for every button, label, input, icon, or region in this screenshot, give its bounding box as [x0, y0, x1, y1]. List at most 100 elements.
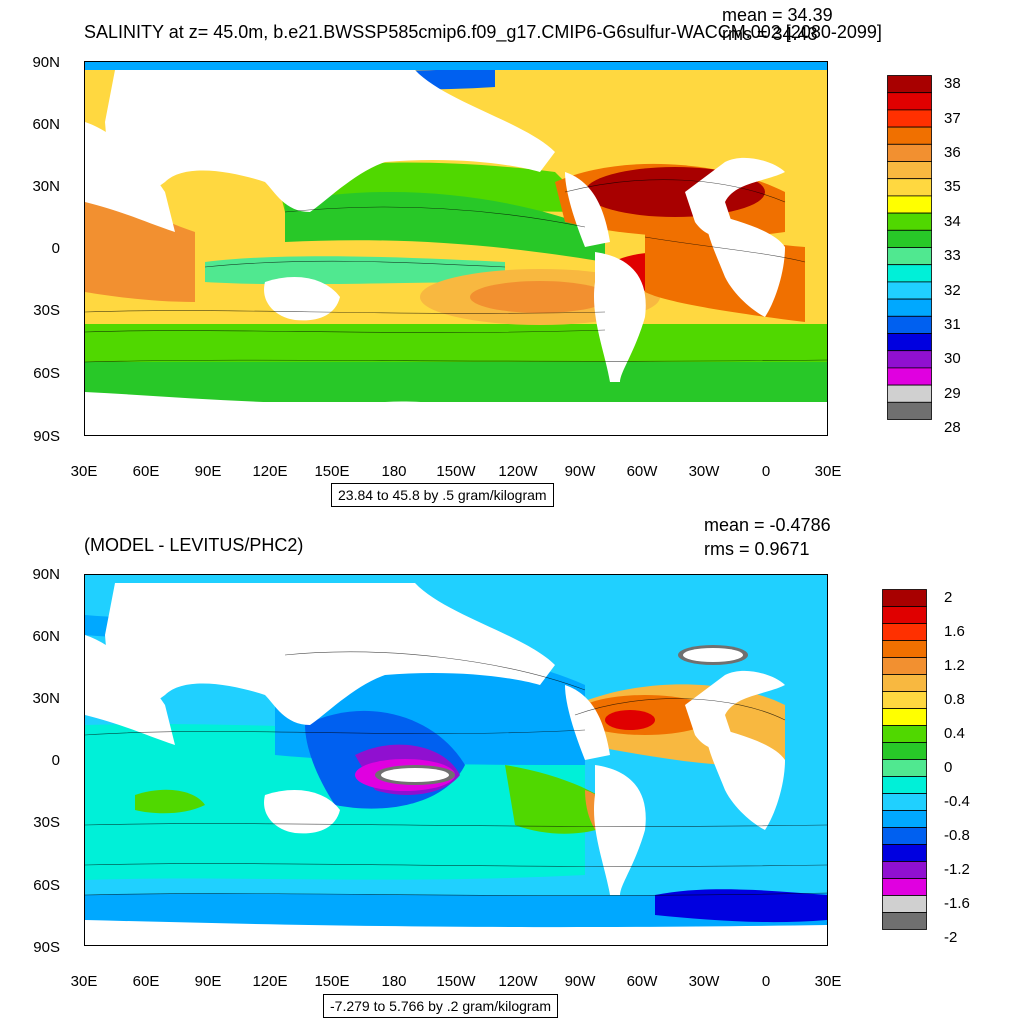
bottom-lat-label: 30N: [32, 690, 60, 707]
top-lon-label: 90E: [194, 463, 222, 480]
colorbar-label: 38: [944, 75, 961, 93]
top-lon-label: 30E: [70, 463, 98, 480]
bottom-lon-label: 30W: [688, 973, 720, 990]
colorbar-swatch: [882, 640, 927, 658]
colorbar-swatch: [887, 401, 932, 420]
colorbar-swatch: [887, 247, 932, 266]
top-salinity-map: [84, 61, 828, 436]
colorbar-swatch: [887, 212, 932, 231]
colorbar-swatch: [882, 793, 927, 811]
top-lon-label: 180: [381, 463, 407, 480]
colorbar-label: 1.6: [944, 623, 965, 640]
colorbar-swatch: [882, 691, 927, 709]
bottom-lat-label: 60N: [32, 628, 60, 645]
top-lon-label: 120W: [498, 463, 538, 480]
top-lon-label: 150W: [436, 463, 476, 480]
colorbar-swatch: [882, 844, 927, 862]
bottom-lon-label: 90W: [564, 973, 596, 990]
bottom-lat-label: 90S: [33, 939, 60, 956]
bottom-mean-stat: mean = -0.4786: [704, 515, 831, 535]
colorbar-swatch: [882, 725, 927, 743]
top-range-note: 23.84 to 45.8 by .5 gram/kilogram: [331, 483, 554, 507]
colorbar-label: 0.8: [944, 691, 965, 708]
top-lon-label: 30W: [688, 463, 720, 480]
colorbar-swatch: [887, 109, 932, 128]
bottom-map-canvas: [85, 575, 827, 945]
bottom-anomaly-map: [84, 574, 828, 946]
colorbar-swatch: [887, 75, 932, 94]
bottom-lat-label: 90N: [32, 566, 60, 583]
colorbar-label: 33: [944, 247, 961, 265]
colorbar-swatch: [882, 861, 927, 879]
colorbar-swatch: [887, 126, 932, 145]
colorbar-swatch: [882, 827, 927, 845]
colorbar-swatch: [887, 92, 932, 111]
colorbar-swatch: [882, 674, 927, 692]
bottom-lon-label: 150E: [314, 973, 350, 990]
colorbar-swatch: [887, 367, 932, 386]
bottom-lon-label: 60W: [626, 973, 658, 990]
colorbar-label: -1.6: [944, 895, 970, 912]
colorbar-swatch: [882, 589, 927, 607]
bottom-lon-label: 30E: [70, 973, 98, 990]
colorbar-label: 32: [944, 281, 961, 299]
bottom-lon-label: 120E: [252, 973, 288, 990]
colorbar-swatch: [882, 810, 927, 828]
top-mean-stat: mean = 34.39: [722, 5, 833, 25]
top-rms-stat: rms = 34.43: [722, 24, 818, 44]
top-lat-label: 30S: [33, 302, 60, 319]
colorbar-label: -0.8: [944, 827, 970, 844]
bottom-lon-label: 60E: [132, 973, 160, 990]
colorbar-label: 37: [944, 109, 961, 127]
bottom-lon-label: 30E: [814, 973, 842, 990]
colorbar-swatch: [887, 281, 932, 300]
colorbar-label: 1.2: [944, 657, 965, 674]
top-lon-label: 150E: [314, 463, 350, 480]
colorbar-swatch: [887, 333, 932, 352]
bottom-panel-title: (MODEL - LEVITUS/PHC2): [84, 535, 304, 555]
colorbar-swatch: [887, 315, 932, 334]
colorbar-label: 0: [944, 759, 953, 776]
colorbar-label: 30: [944, 350, 961, 368]
colorbar-swatch: [887, 384, 932, 403]
top-lat-label: 60N: [32, 116, 60, 133]
top-lon-label: 30E: [814, 463, 842, 480]
colorbar-swatch: [887, 298, 932, 317]
colorbar-swatch: [882, 878, 927, 896]
colorbar-swatch: [887, 229, 932, 248]
colorbar-swatch: [882, 895, 927, 913]
bottom-lon-label: 180: [381, 973, 407, 990]
top-lon-label: 60E: [132, 463, 160, 480]
colorbar-label: 28: [944, 419, 961, 437]
top-lat-label: 30N: [32, 178, 60, 195]
colorbar-swatch: [882, 759, 927, 777]
colorbar-swatch: [882, 606, 927, 624]
bottom-lon-label: 150W: [436, 973, 476, 990]
bottom-lat-label: 30S: [33, 814, 60, 831]
top-lat-label: 90S: [33, 428, 60, 445]
colorbar-swatch: [882, 742, 927, 760]
bottom-lat-label: 0: [51, 752, 60, 769]
colorbar-label: -1.2: [944, 861, 970, 878]
colorbar-label: 0.4: [944, 725, 965, 742]
top-lon-label: 90W: [564, 463, 596, 480]
colorbar-swatch: [887, 350, 932, 369]
bottom-colorbar: [882, 589, 927, 930]
bottom-range-note: -7.279 to 5.766 by .2 gram/kilogram: [323, 994, 559, 1018]
top-lon-label: 0: [761, 463, 771, 480]
colorbar-label: 34: [944, 212, 961, 230]
top-panel-title: SALINITY at z= 45.0m, b.e21.BWSSP585cmip…: [84, 22, 882, 42]
colorbar-label: 2: [944, 589, 953, 606]
top-lat-label: 90N: [32, 54, 60, 71]
colorbar-label: 35: [944, 178, 961, 196]
top-lon-label: 60W: [626, 463, 658, 480]
colorbar-swatch: [887, 195, 932, 214]
bottom-lon-label: 90E: [194, 973, 222, 990]
colorbar-label: 31: [944, 316, 961, 333]
colorbar-label: -0.4: [944, 793, 970, 810]
top-lat-label: 0: [51, 240, 60, 257]
bottom-lon-label: 0: [761, 973, 771, 990]
colorbar-label: -2: [944, 929, 958, 946]
top-lon-label: 120E: [252, 463, 288, 480]
colorbar-swatch: [882, 657, 927, 675]
